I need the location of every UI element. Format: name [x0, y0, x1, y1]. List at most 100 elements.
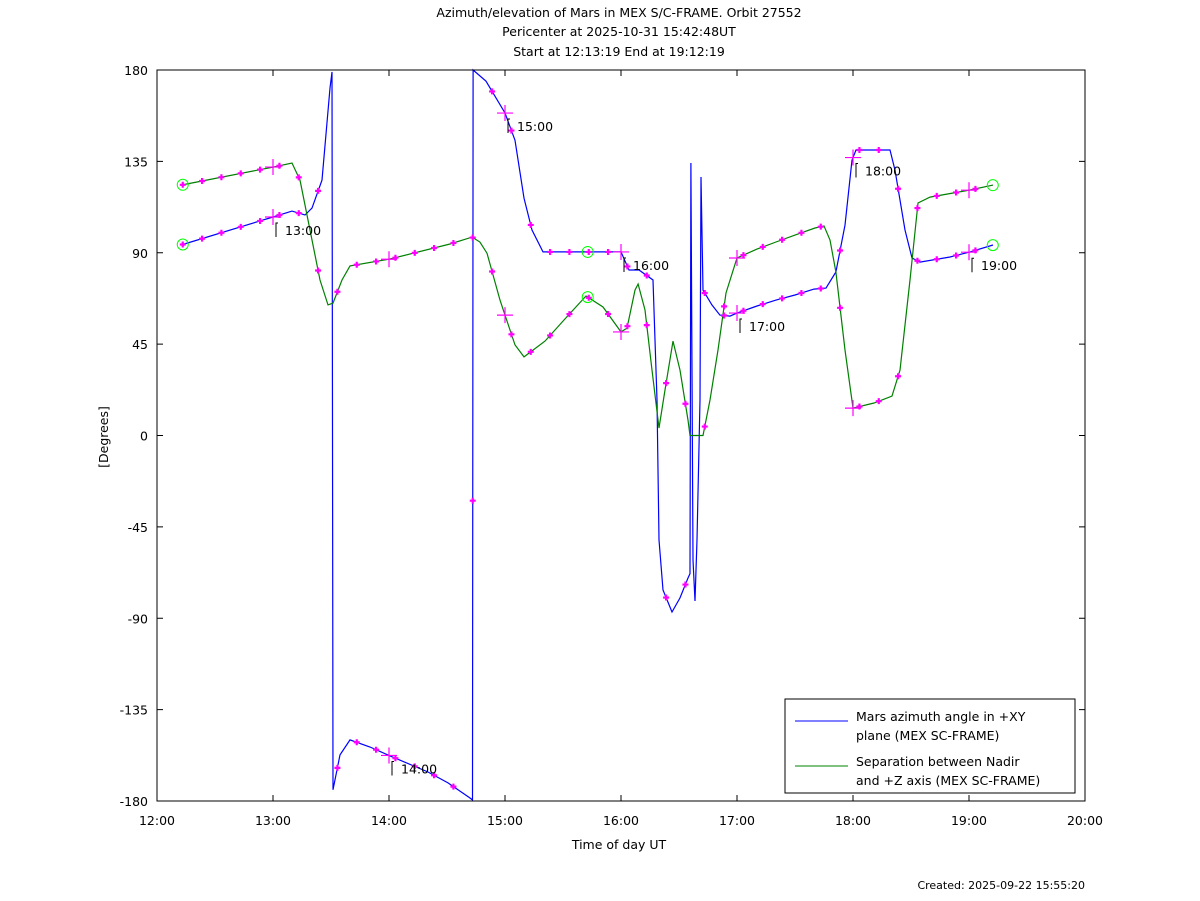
time-marker	[895, 373, 902, 380]
time-marker	[469, 497, 476, 504]
time-marker	[759, 301, 766, 308]
legend: Mars azimuth angle in +XY plane (MEX SC-…	[784, 698, 1076, 794]
time-marker	[450, 239, 457, 246]
hour-annotation-label: 17:00	[749, 319, 785, 334]
x-tick-label: 20:00	[1067, 813, 1103, 828]
hour-marker	[961, 244, 977, 261]
event-marker-circle	[176, 238, 189, 251]
time-marker	[237, 170, 244, 177]
time-marker	[721, 312, 728, 319]
time-marker	[856, 147, 863, 154]
time-marker	[933, 192, 940, 199]
chart-title-line-2: Pericenter at 2025-10-31 15:42:48UT	[502, 24, 736, 39]
y-tick-label: 180	[124, 63, 148, 78]
time-marker	[450, 783, 457, 790]
plot-frame	[156, 69, 1086, 802]
time-marker	[547, 248, 554, 255]
created-timestamp: Created: 2025-09-22 15:55:20	[917, 879, 1085, 892]
y-tick-label: 45	[132, 337, 148, 352]
time-marker	[527, 348, 534, 355]
hour-marker	[265, 209, 281, 226]
time-marker	[875, 398, 882, 405]
series-line-separation	[180, 162, 994, 437]
time-marker	[759, 243, 766, 250]
time-marker	[953, 252, 960, 259]
time-marker	[605, 248, 612, 255]
y-tick-label: 0	[140, 429, 148, 444]
time-marker	[179, 241, 186, 248]
time-marker	[624, 263, 631, 270]
hour-annotation-arrow	[623, 257, 626, 272]
hour-marker	[497, 105, 513, 122]
time-marker	[837, 304, 844, 311]
time-marker	[353, 261, 360, 268]
y-tick-label: -45	[128, 520, 148, 535]
time-marker	[566, 311, 573, 318]
time-marker	[199, 235, 206, 242]
time-marker	[257, 217, 264, 224]
hour-marker	[381, 747, 397, 764]
hour-annotation-arrow	[971, 257, 974, 273]
hour-marker	[729, 250, 745, 267]
chart-title-line-3: Start at 12:13:19 End at 19:12:19	[513, 44, 725, 59]
time-marker	[914, 205, 921, 212]
hour-annotation-label: 14:00	[401, 761, 437, 776]
time-marker	[895, 185, 902, 192]
time-marker	[643, 322, 650, 329]
time-marker	[508, 331, 515, 338]
event-marker-circle	[581, 245, 594, 258]
time-marker	[218, 229, 225, 236]
hour-annotation-arrow	[275, 222, 278, 238]
time-marker	[817, 285, 824, 292]
time-marker	[547, 332, 554, 339]
time-marker	[721, 303, 728, 310]
time-marker	[605, 311, 612, 318]
x-tick-label: 19:00	[951, 813, 987, 828]
legend-label-separation-1: Separation between Nadir	[856, 754, 1020, 769]
time-marker	[875, 147, 882, 154]
time-marker	[257, 166, 264, 173]
time-marker	[779, 295, 786, 302]
legend-label-separation-2: and +Z axis (MEX SC-FRAME)	[856, 773, 1040, 788]
time-marker	[914, 257, 921, 264]
hour-marker	[497, 307, 513, 324]
hour-marker	[613, 323, 629, 340]
hour-annotation-arrow	[507, 118, 510, 134]
event-marker-circle	[986, 179, 999, 192]
hour-marker	[381, 251, 397, 268]
x-tick-label: 13:00	[255, 813, 291, 828]
time-marker	[779, 236, 786, 243]
time-marker	[199, 177, 206, 184]
x-tick-label: 16:00	[603, 813, 639, 828]
y-tick-label: -90	[128, 611, 148, 626]
time-marker	[179, 181, 186, 188]
time-marker	[431, 772, 438, 779]
time-marker	[373, 746, 380, 753]
hour-annotation-arrow	[739, 318, 742, 334]
time-marker	[585, 294, 592, 301]
time-marker	[953, 189, 960, 196]
hour-annotation-arrow	[391, 760, 394, 776]
x-tick-label: 17:00	[719, 813, 755, 828]
x-tick-label: 12:00	[139, 813, 175, 828]
legend-label-azimuth-1: Mars azimuth angle in +XY	[856, 709, 1026, 724]
axes: 12:00 13:00 14:00 15:00 16:00 17:00 18:00 19:00…	[120, 63, 1103, 828]
hour-annotation-arrow	[855, 163, 858, 178]
time-marker	[508, 127, 515, 134]
time-marker	[315, 267, 322, 274]
time-marker	[798, 289, 805, 296]
y-tick-label: -135	[120, 703, 148, 718]
time-marker	[624, 323, 631, 330]
time-marker	[566, 248, 573, 255]
time-marker	[334, 288, 341, 295]
x-tick-label: 14:00	[371, 813, 407, 828]
time-marker	[295, 174, 302, 181]
time-marker	[740, 252, 747, 259]
time-marker	[663, 594, 670, 601]
hour-marker	[613, 243, 629, 260]
time-marker	[469, 234, 476, 241]
y-tick-label: 90	[132, 246, 148, 261]
x-axis-label: Time of day UT	[571, 837, 667, 852]
time-marker	[392, 755, 399, 762]
hour-marker	[265, 159, 281, 176]
